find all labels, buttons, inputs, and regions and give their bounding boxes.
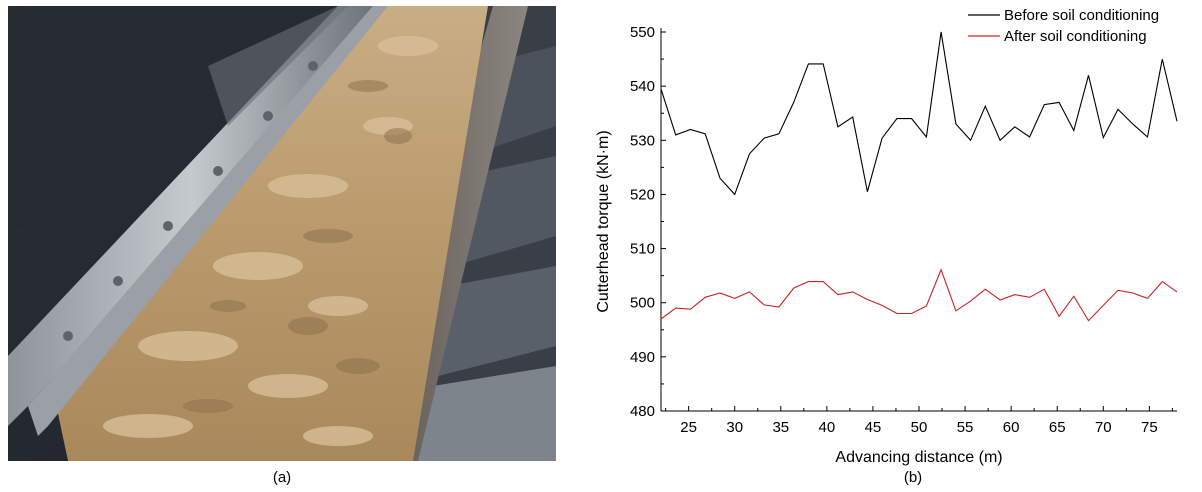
torque-chart-svg: 480 490 500 510 520 530 540 550 25 30 35 40 45 50 55 60… — [595, 7, 1178, 466]
y-tick-label: 510 — [630, 241, 655, 258]
x-tick-label: 55 — [957, 419, 974, 436]
series-line-before — [660, 31, 1178, 196]
torque-chart: 480 490 500 510 520 530 540 550 25 30 35 40 45 50 55 60… — [590, 0, 1202, 470]
conveyor-photo-image — [8, 6, 556, 461]
y-tick-label: 550 — [630, 24, 655, 41]
panel-a-caption: (a) — [272, 469, 292, 486]
legend-label-after: After soil conditioning — [1004, 28, 1147, 45]
conveyor-photo — [8, 6, 556, 461]
y-tick-label: 490 — [630, 349, 655, 366]
x-tick-label: 65 — [1049, 419, 1066, 436]
x-tick-label: 35 — [772, 419, 789, 436]
x-tick-label: 75 — [1141, 419, 1158, 436]
axes-layer: 480 490 500 510 520 530 540 550 25 30 35 40 45 50 55 60… — [630, 24, 1177, 436]
legend: Before soil conditioning After soil cond… — [968, 7, 1159, 45]
y-axis-label: Cutterhead torque (kN·m) — [595, 130, 612, 312]
x-tick-label: 25 — [680, 419, 697, 436]
panel-b-caption: (b) — [903, 469, 923, 486]
series-layer — [660, 31, 1178, 322]
y-tick-label: 500 — [630, 295, 655, 312]
y-tick-label: 480 — [630, 403, 655, 420]
legend-label-before: Before soil conditioning — [1004, 7, 1159, 24]
y-tick-label: 530 — [630, 132, 655, 149]
y-tick-label: 540 — [630, 78, 655, 95]
x-tick-label: 70 — [1095, 419, 1112, 436]
x-tick-label: 45 — [865, 419, 882, 436]
x-tick-label: 40 — [819, 419, 836, 436]
x-tick-label: 30 — [726, 419, 743, 436]
series-line-after — [660, 268, 1178, 322]
y-tick-label: 520 — [630, 186, 655, 203]
x-axis-label: Advancing distance (m) — [835, 449, 1002, 466]
x-tick-label: 60 — [1003, 419, 1020, 436]
x-tick-label: 50 — [911, 419, 928, 436]
